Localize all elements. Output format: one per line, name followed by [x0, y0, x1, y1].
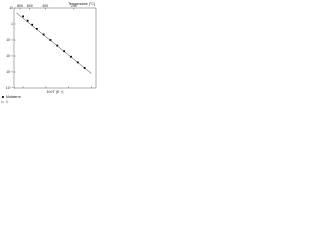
legend-label: 1: [6, 100, 8, 104]
point: [22, 15, 25, 18]
x-axis-label: 10³/T (K⁻¹): [47, 90, 64, 94]
point: [49, 39, 52, 41]
point: [42, 33, 45, 36]
chart: Temperature (°C) 10³/T (K⁻¹) 10⁻⁴ 10⁻³ 10⁻…: [1, 2, 97, 104]
legend-marker: [2, 96, 4, 98]
point: [31, 23, 34, 26]
top-tick-label: 400: [42, 4, 48, 8]
y-tick-label: 10⁻³: [6, 70, 14, 74]
point: [56, 44, 59, 47]
y-tick-label: 10: [9, 6, 13, 10]
point: [35, 27, 38, 30]
y-tick-label: 1: [11, 22, 13, 26]
legend-label: Malaterre: [6, 95, 21, 99]
top-tick-label: 800: [17, 4, 23, 8]
y-tick-label: 10⁻⁴: [6, 86, 14, 90]
top-tick-label: 200: [71, 4, 77, 8]
y-tick-label: 10⁻¹: [6, 38, 14, 42]
top-axis-label: Temperature (°C): [68, 2, 95, 6]
plot-frame: [13, 7, 97, 89]
y-tick-label: 10⁻²: [6, 54, 14, 58]
line: [16, 12, 92, 74]
point: [26, 19, 29, 22]
top-tick-label: 600: [27, 4, 33, 8]
point: [63, 50, 66, 53]
